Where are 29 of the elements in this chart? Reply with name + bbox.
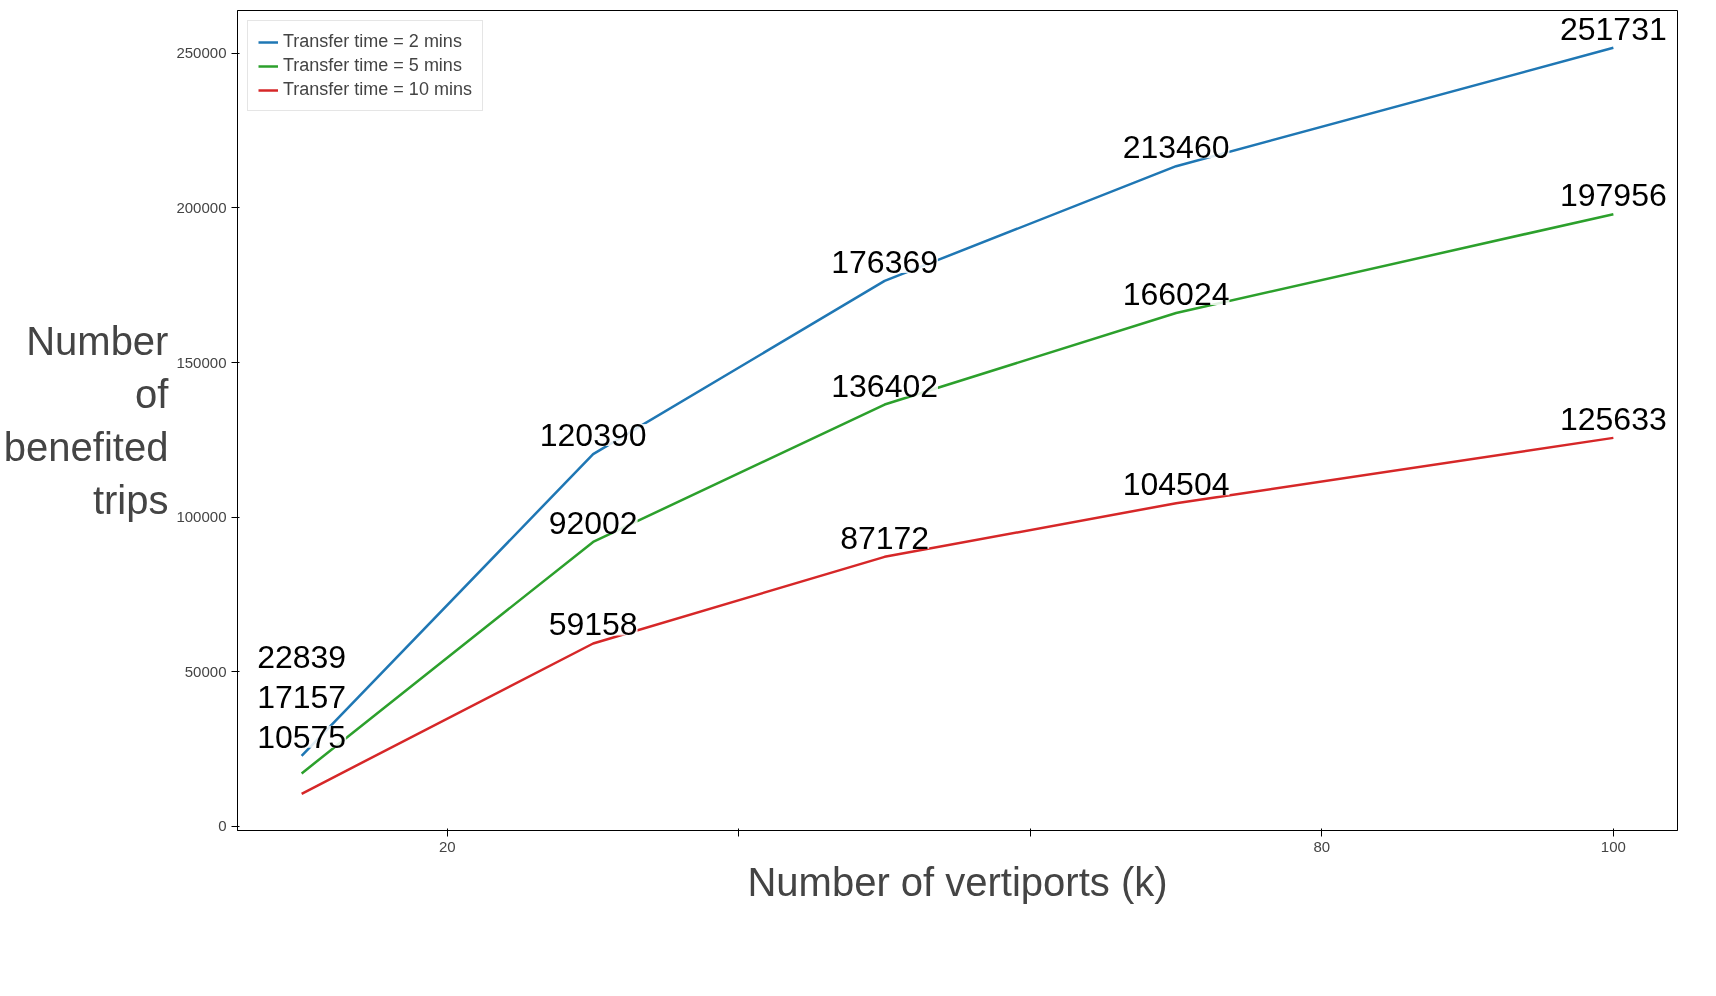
y-tick-label: 150000 bbox=[176, 353, 227, 371]
data-label: 17157 bbox=[257, 678, 347, 715]
y-tick-label: 200000 bbox=[176, 198, 227, 216]
legend-label: Transfer time = 10 mins bbox=[283, 79, 472, 100]
data-label: 87172 bbox=[840, 519, 930, 556]
data-label: 104504 bbox=[1122, 466, 1230, 503]
data-label: 213460 bbox=[1122, 129, 1230, 166]
data-label: 166024 bbox=[1122, 275, 1230, 312]
x-axis-title: Number of vertiports (k) bbox=[747, 859, 1168, 904]
data-label: 125633 bbox=[1559, 400, 1667, 437]
y-tick-label: 0 bbox=[218, 817, 227, 835]
y-axis-title: Number of benefited trips bbox=[3, 319, 170, 522]
x-tick-label: 80 bbox=[1313, 837, 1331, 855]
x-tick-label: 100 bbox=[1600, 837, 1626, 855]
data-label: 92002 bbox=[548, 504, 638, 541]
y-tick-label: 100000 bbox=[176, 508, 227, 526]
data-label: 120390 bbox=[539, 417, 647, 454]
data-label: 197956 bbox=[1559, 177, 1667, 214]
y-tick-label: 50000 bbox=[184, 662, 227, 680]
data-label: 59158 bbox=[548, 606, 638, 643]
data-label: 136402 bbox=[831, 367, 939, 404]
data-label: 10575 bbox=[257, 718, 347, 755]
legend-label: Transfer time = 2 mins bbox=[283, 31, 462, 52]
data-label: 176369 bbox=[831, 243, 939, 280]
data-label: 22839 bbox=[257, 638, 347, 675]
data-label: 251731 bbox=[1559, 10, 1667, 47]
y-tick-label: 250000 bbox=[176, 44, 227, 62]
x-tick-label: 20 bbox=[439, 837, 456, 855]
legend-label: Transfer time = 5 mins bbox=[283, 55, 462, 76]
